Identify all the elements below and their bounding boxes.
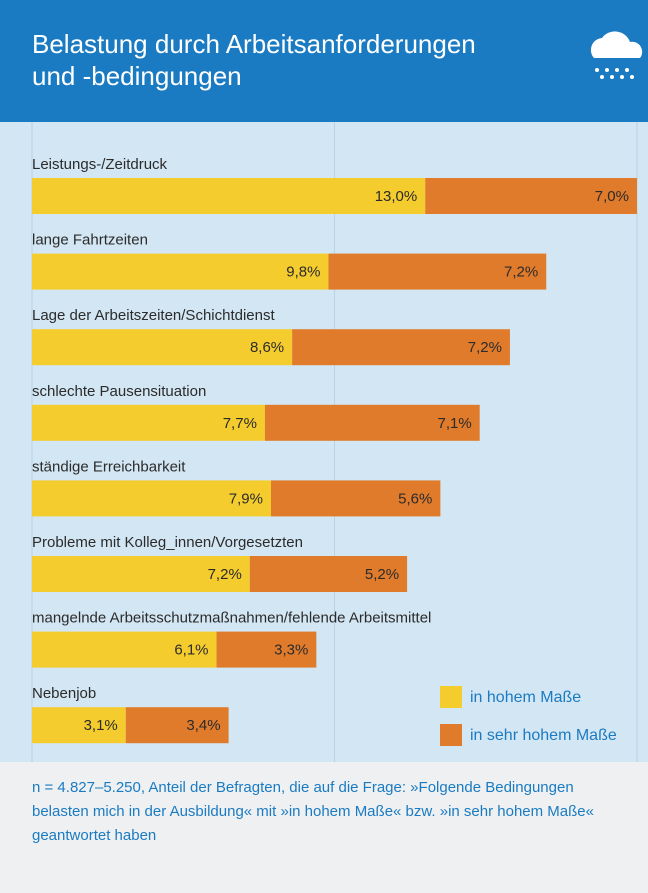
chart-title: Belastung durch Arbeitsanforderungen und… <box>32 29 476 91</box>
value-label: 7,0% <box>595 188 629 205</box>
bar-segment <box>32 631 217 668</box>
bar-segment <box>425 178 637 214</box>
footer-band <box>0 762 648 893</box>
bar-segment <box>328 253 547 290</box>
bar-segment <box>264 404 480 441</box>
value-label: 3,1% <box>84 717 118 734</box>
bar-segment <box>32 480 271 517</box>
legend-label: in hohem Maße <box>470 689 581 706</box>
value-label: 13,0% <box>375 188 418 205</box>
legend-swatch <box>440 686 462 708</box>
bar-segment <box>32 253 329 290</box>
value-label: 7,9% <box>229 490 263 507</box>
category-label: lange Fahrtzeiten <box>32 232 148 249</box>
value-label: 7,2% <box>208 566 242 583</box>
bar-segment <box>32 329 293 366</box>
value-label: 7,2% <box>468 339 502 356</box>
category-label: Lage der Arbeitszeiten/Schichtdienst <box>32 307 275 324</box>
bar-segment <box>32 707 126 744</box>
bar-segment <box>249 556 408 592</box>
legend-swatch <box>440 724 462 746</box>
header-band <box>0 0 648 122</box>
category-label: Probleme mit Kolleg_innen/Vorgesetzten <box>32 534 303 551</box>
value-label: 7,2% <box>504 264 538 281</box>
footnote: n = 4.827–5.250, Anteil der Befragten, d… <box>32 779 594 844</box>
category-label: Nebenjob <box>32 685 96 702</box>
bar-segment <box>270 480 441 517</box>
value-label: 7,1% <box>437 415 471 432</box>
value-label: 8,6% <box>250 339 284 356</box>
value-label: 3,4% <box>186 717 220 734</box>
value-label: 5,6% <box>398 490 432 507</box>
bar-segment <box>216 631 317 668</box>
category-label: Leistungs-/Zeitdruck <box>32 156 168 173</box>
bar-segment <box>32 178 426 214</box>
category-label: ständige Erreichbarkeit <box>32 458 186 475</box>
weather-icon <box>590 31 643 79</box>
category-label: schlechte Pausensituation <box>32 383 206 400</box>
value-label: 6,1% <box>174 642 208 659</box>
value-label: 9,8% <box>286 264 320 281</box>
bar-segment <box>125 707 229 744</box>
value-label: 7,7% <box>223 415 257 432</box>
value-label: 5,2% <box>365 566 399 583</box>
legend-label: in sehr hohem Maße <box>470 727 617 744</box>
bar-segment <box>32 556 250 592</box>
bar-segment <box>32 404 265 441</box>
value-label: 3,3% <box>274 642 308 659</box>
bar-segment <box>292 329 510 366</box>
category-label: mangelnde Arbeitsschutzmaßnahmen/fehlend… <box>32 610 431 627</box>
